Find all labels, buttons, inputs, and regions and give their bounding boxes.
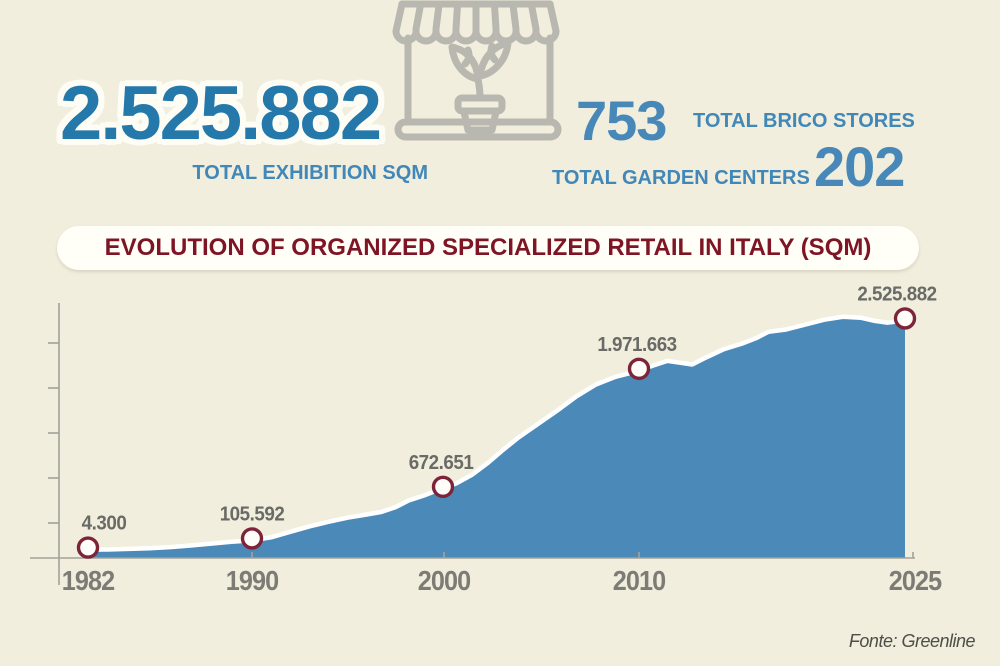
x-tick-label: 2010 <box>613 565 666 597</box>
chart-point-label: 672.651 <box>409 451 474 474</box>
page-title: EVOLUTION OF ORGANIZED SPECIALIZED RETAI… <box>104 234 872 261</box>
chart-point-marker <box>431 475 455 499</box>
left-leaf-curl <box>461 46 473 68</box>
chart-point-label: 4.300 <box>82 512 127 535</box>
total-exhibition-label: TOTAL EXHIBITION SQM <box>192 162 428 184</box>
x-tick-label: 1990 <box>226 565 279 597</box>
chart-point-marker <box>76 536 100 559</box>
x-tick-label: 2025 <box>889 565 943 597</box>
total-exhibition-value: 2.525.882 <box>60 71 382 156</box>
garden-store-icon <box>392 0 562 141</box>
area-fill <box>88 316 905 558</box>
chart-point-marker <box>240 527 264 550</box>
brico-stores-label: TOTAL BRICO STORES <box>693 110 915 132</box>
evolution-area-chart: 1982 1990 2000 2010 2025 4.300 105.592 672.651 1… <box>30 283 943 597</box>
chart-point-label: 105.592 <box>220 503 285 526</box>
garden-centers-value: 202 <box>814 135 905 198</box>
chart-point-label: 1.971.663 <box>597 333 677 356</box>
sprout-right-leaf <box>476 39 512 80</box>
counter-bar <box>394 118 562 141</box>
title-banner: EVOLUTION OF ORGANIZED SPECIALIZED RETAI… <box>57 226 919 270</box>
garden-centers-label: TOTAL GARDEN CENTERS <box>552 167 810 189</box>
sprout-left-leaf <box>448 43 482 83</box>
chart-point-label: 2.525.882 <box>857 283 936 306</box>
chart-point-marker <box>627 357 651 381</box>
chart-point-marker <box>893 307 917 330</box>
x-tick-label: 2000 <box>418 565 471 597</box>
x-tick-label: 1982 <box>62 565 115 597</box>
brico-stores-value: 753 <box>576 89 667 152</box>
source-note: Fonte: Greenline <box>848 631 976 651</box>
right-leaf-curl <box>487 42 499 64</box>
pot-body <box>460 108 500 134</box>
